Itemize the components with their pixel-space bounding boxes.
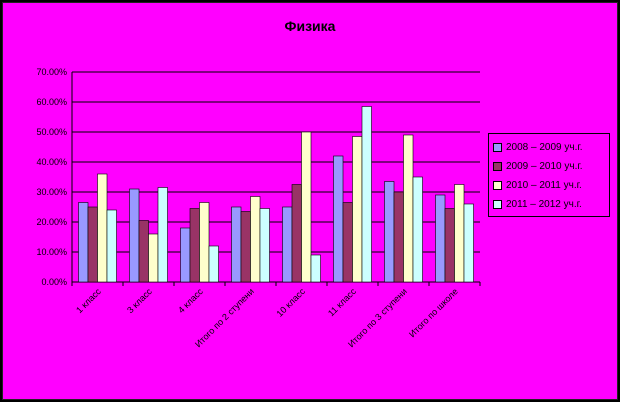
y-tick-label: 30.00% — [36, 187, 67, 197]
y-tick-label: 0.00% — [41, 277, 67, 287]
y-tick-label: 70.00% — [36, 67, 67, 77]
chart-title: Физика — [284, 18, 336, 34]
legend-label: 2011 – 2012 уч.г. — [506, 199, 582, 210]
bar — [333, 155, 344, 283]
bar — [403, 134, 414, 283]
bar — [393, 191, 404, 283]
legend-label: 2010 – 2011 уч.г. — [506, 180, 582, 191]
legend-item: 2009 – 2010 уч.г. — [493, 157, 605, 176]
bar — [444, 208, 455, 283]
bar — [454, 184, 465, 283]
bar — [208, 245, 219, 283]
bar — [240, 211, 251, 283]
bar — [129, 188, 140, 283]
x-tick-label: 3 класс — [125, 286, 154, 315]
bar — [189, 208, 200, 283]
y-tick-label: 40.00% — [36, 157, 67, 167]
bar — [384, 181, 395, 283]
bar — [97, 173, 108, 283]
bar — [157, 187, 168, 283]
x-tick-label: 11 класс — [326, 286, 358, 318]
x-tick-label: 10 класс — [275, 286, 308, 319]
y-tick-label: 50.00% — [36, 127, 67, 137]
legend-label: 2008 – 2009 уч.г. — [506, 142, 583, 153]
legend-swatch — [493, 162, 502, 171]
bar — [301, 131, 312, 283]
bar — [148, 233, 159, 283]
bar — [250, 196, 261, 283]
legend-item: 2008 – 2009 уч.г. — [493, 138, 605, 157]
legend-swatch — [493, 181, 502, 190]
legend-item: 2011 – 2012 уч.г. — [493, 195, 605, 214]
bar — [310, 254, 321, 283]
bar — [199, 202, 210, 283]
legend-item: 2010 – 2011 уч.г. — [493, 176, 605, 195]
bar — [463, 203, 474, 283]
x-tick-label: Итого по школе — [407, 286, 460, 339]
x-tick-label: 1 класс — [74, 286, 103, 315]
bar — [435, 194, 446, 283]
bar — [231, 206, 242, 283]
y-tick-label: 10.00% — [36, 247, 67, 257]
bar — [106, 209, 117, 283]
bar — [352, 136, 363, 283]
legend-swatch — [493, 143, 502, 152]
bar — [282, 206, 293, 283]
bar — [412, 176, 423, 283]
bar — [180, 227, 191, 283]
bar — [78, 202, 89, 283]
bar — [361, 106, 372, 283]
bar — [342, 202, 353, 283]
y-tick-label: 20.00% — [36, 217, 67, 227]
bar — [138, 220, 149, 283]
legend-label: 2009 – 2010 уч.г. — [506, 161, 583, 172]
legend: 2008 – 2009 уч.г. 2009 – 2010 уч.г. 2010 –… — [488, 133, 610, 217]
y-tick-label: 60.00% — [36, 97, 67, 107]
legend-swatch — [493, 200, 502, 209]
bar — [87, 206, 98, 283]
bar — [259, 208, 270, 283]
x-tick-label: 4 класс — [176, 286, 205, 315]
bar — [291, 184, 302, 283]
